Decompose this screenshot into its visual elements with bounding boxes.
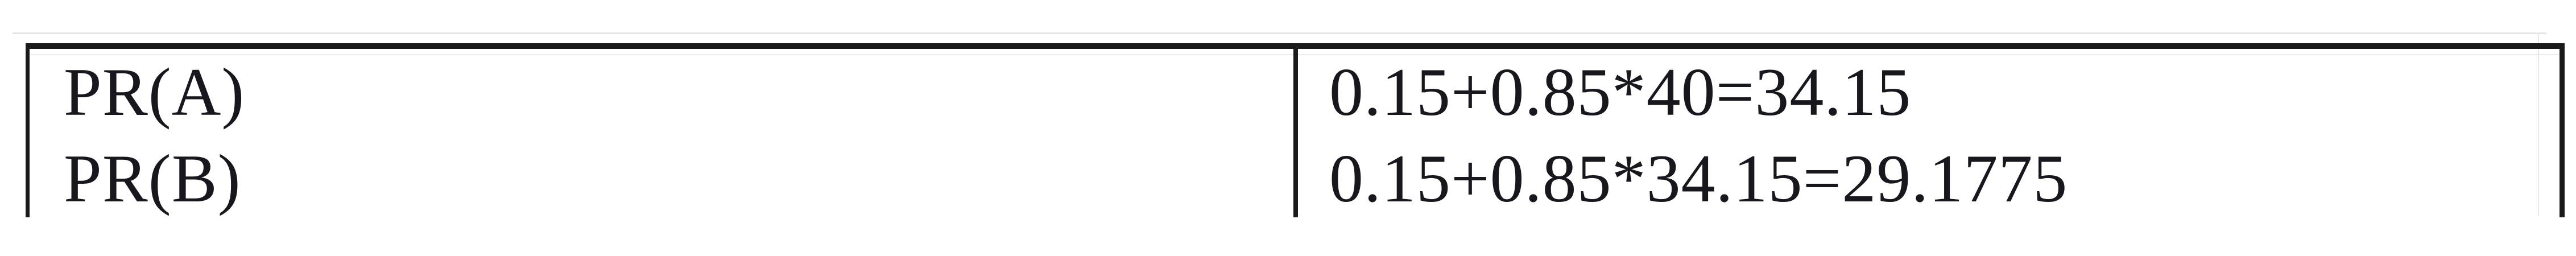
table-column-formulas: 0.15+0.85*40=34.15 0.15+0.85*34.15=29.17… (1298, 49, 2560, 217)
table-cell-formula-row1: 0.15+0.85*40=34.15 (1329, 54, 1912, 130)
scan-artifact-line-right (2538, 34, 2539, 216)
scan-artifact-line-top (13, 32, 2546, 34)
table-cell-formula-row2: 0.15+0.85*34.15=29.1775 (1329, 141, 2068, 216)
table-cell-label-row2: PR(B) (64, 141, 241, 216)
table-cell-label-row1: PR(A) (64, 54, 245, 130)
table-column-labels: PR(A) PR(B) (30, 49, 1298, 217)
pagerank-calculation-table: PR(A) PR(B) 0.15+0.85*40=34.15 0.15+0.85… (26, 43, 2565, 217)
